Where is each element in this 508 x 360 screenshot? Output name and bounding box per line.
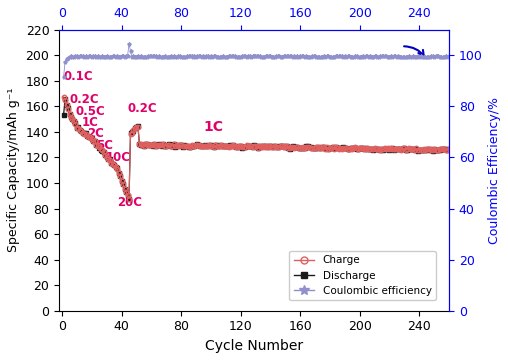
Text: 0.2C: 0.2C: [128, 102, 157, 115]
Text: 5C: 5C: [97, 139, 113, 152]
Text: 20C: 20C: [117, 195, 142, 208]
Text: 0.2C: 0.2C: [70, 93, 99, 106]
Text: 10C: 10C: [105, 151, 130, 164]
Y-axis label: Coulombic Efficiency/%: Coulombic Efficiency/%: [488, 97, 501, 244]
X-axis label: Cycle Number: Cycle Number: [205, 339, 303, 353]
Text: 0.1C: 0.1C: [64, 70, 93, 83]
Text: 0.5C: 0.5C: [76, 105, 105, 118]
Text: 2C: 2C: [87, 127, 104, 140]
Y-axis label: Specific Capacity/mAh g⁻¹: Specific Capacity/mAh g⁻¹: [7, 88, 20, 252]
Legend: Charge, Discharge, Coulombic efficiency: Charge, Discharge, Coulombic efficiency: [290, 251, 436, 300]
Text: 1C: 1C: [203, 121, 224, 134]
Text: 1C: 1C: [81, 116, 98, 129]
